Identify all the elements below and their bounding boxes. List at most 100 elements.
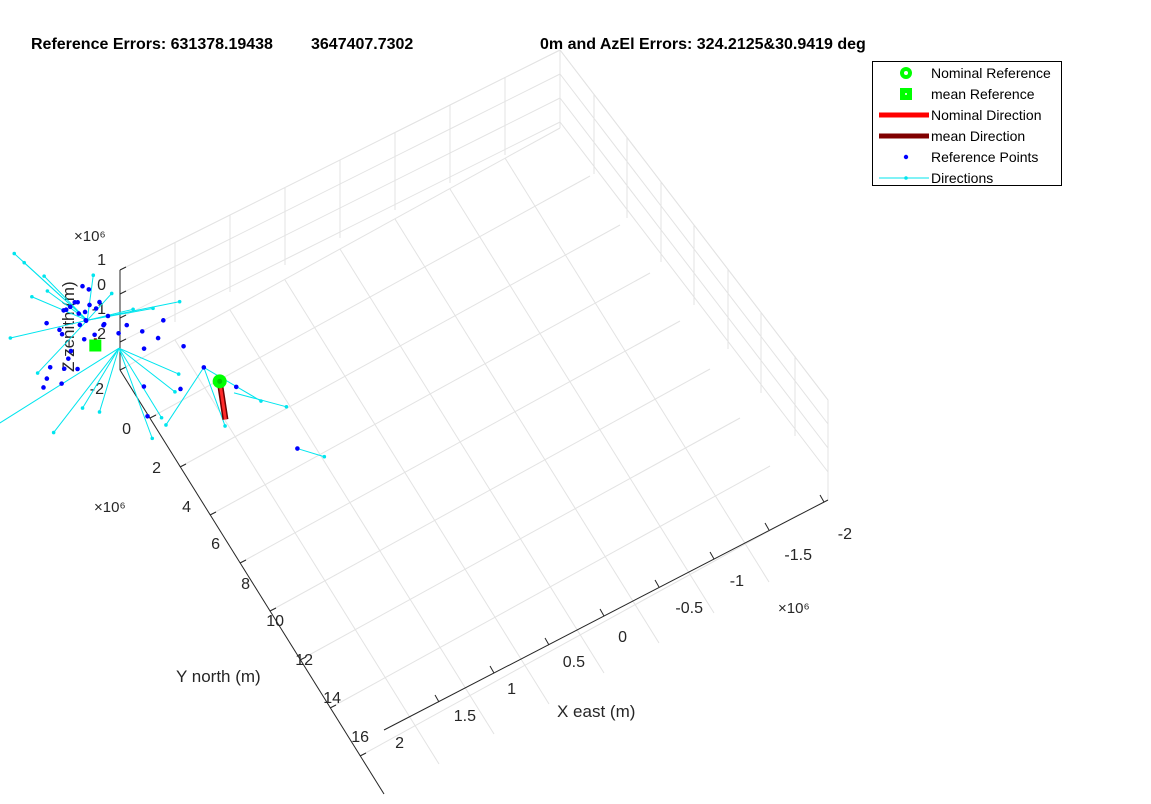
y-tick	[239, 559, 247, 564]
grid-lines	[119, 49, 829, 765]
reference-point	[44, 376, 50, 381]
direction-end-marker	[80, 406, 85, 410]
direction-line	[203, 366, 262, 402]
reference-point	[139, 329, 145, 334]
z-tick	[119, 290, 127, 295]
y-tick-label: 6	[211, 536, 220, 553]
reference-point	[86, 287, 92, 292]
grid-line	[284, 279, 550, 705]
grid-line	[119, 97, 829, 449]
direction-end-marker	[284, 405, 289, 409]
direction-end-marker	[223, 424, 227, 428]
reference-point	[97, 299, 102, 305]
legend-label: Nominal Reference	[931, 65, 1051, 81]
direction-end-marker	[97, 410, 102, 414]
y-tick	[269, 607, 277, 612]
reference-point	[93, 306, 99, 311]
y-tick	[359, 752, 367, 757]
legend-item-directions[interactable]: Directions	[873, 168, 1063, 189]
direction-line	[87, 301, 180, 321]
reference-point	[124, 322, 130, 328]
direction-line	[23, 262, 88, 321]
tick-marks	[119, 266, 825, 757]
reference-point	[141, 346, 147, 351]
cyan-line-dot-icon	[879, 176, 929, 180]
axis-lines	[119, 270, 829, 795]
direction-end-marker	[131, 307, 135, 312]
direction-end-marker	[322, 454, 327, 459]
direction-end-marker	[30, 294, 34, 299]
direction-end-marker	[8, 336, 13, 340]
green-square-icon	[900, 88, 912, 100]
grid-line	[504, 157, 770, 583]
y-tick	[179, 463, 187, 468]
x-tick-label: -1.5	[784, 547, 812, 564]
y-tick	[149, 414, 157, 419]
x-tick-label: 0	[618, 629, 627, 646]
reference-point	[59, 381, 64, 386]
y-tick-label: 10	[266, 613, 284, 630]
grid-line	[119, 49, 829, 401]
x-tick-label: 1	[507, 681, 516, 698]
direction-line	[31, 296, 88, 321]
reference-point	[145, 414, 150, 419]
blue-dot-icon	[903, 154, 909, 160]
direction-end-marker	[91, 273, 96, 278]
y-tick	[299, 656, 307, 661]
z-tick	[119, 266, 127, 271]
direction-end-marker	[35, 371, 40, 375]
z-tick-label: 0	[97, 277, 106, 294]
grid-line	[339, 248, 605, 674]
direction-line	[47, 290, 88, 321]
x-tick	[709, 551, 715, 560]
legend[interactable]: Nominal Reference mean Reference Nominal…	[872, 61, 1062, 186]
x-tick	[764, 522, 770, 531]
reference-point	[66, 356, 71, 361]
direction-line	[82, 347, 120, 409]
direction-end-marker	[51, 430, 56, 435]
direction-line	[86, 293, 113, 321]
reference-point	[295, 446, 300, 451]
reference-point	[44, 320, 49, 326]
reference-point	[116, 330, 121, 336]
tick-labels: 1 0 -1 -2 -2 0 2 4 6 8 10 12 14 16 2 1.5…	[90, 252, 852, 752]
legend-item-mean-reference[interactable]: mean Reference	[873, 84, 1063, 105]
legend-label: mean Reference	[931, 86, 1035, 102]
direction-line	[297, 448, 325, 458]
direction-end-marker	[12, 251, 17, 256]
direction-line	[118, 347, 176, 393]
legend-label: mean Direction	[931, 128, 1026, 144]
y-tick-label: 2	[152, 460, 161, 477]
direction-end-marker	[173, 390, 177, 394]
legend-item-nominal-reference[interactable]: Nominal Reference	[873, 63, 1063, 84]
legend-label: Directions	[931, 170, 994, 186]
direction-end-marker	[42, 274, 46, 278]
reference-point	[47, 365, 53, 370]
x-tick-label: -0.5	[675, 600, 703, 617]
y-tick-label: -2	[90, 381, 104, 398]
reference-point	[201, 365, 207, 370]
y-tick-label: 4	[182, 499, 191, 516]
grid-line	[119, 73, 829, 425]
z-tick-label: -1	[92, 301, 106, 318]
x-tick-label: 2	[395, 735, 404, 752]
direction-line	[118, 347, 179, 375]
y-tick-label: 0	[122, 421, 131, 438]
direction-end-marker	[150, 436, 155, 441]
x-tick-label: 1.5	[454, 708, 476, 725]
chart-title-part2: 3647407.7302	[311, 36, 414, 53]
direction-end-marker	[22, 260, 27, 265]
x-tick	[434, 694, 440, 703]
legend-item-nominal-direction[interactable]: Nominal Direction	[873, 105, 1063, 126]
legend-item-reference-points[interactable]: Reference Points	[873, 147, 1063, 168]
legend-item-mean-direction[interactable]: mean Direction	[873, 126, 1063, 147]
y-tick	[329, 704, 337, 709]
y-tick-label: 12	[295, 652, 313, 669]
reference-point	[72, 300, 78, 305]
reference-point	[75, 366, 80, 372]
direction-line	[118, 347, 153, 439]
y-axis-line	[119, 369, 385, 795]
x-tick-label: -2	[838, 526, 852, 543]
x-tick	[489, 665, 495, 674]
y-tick-label: 16	[351, 729, 369, 746]
